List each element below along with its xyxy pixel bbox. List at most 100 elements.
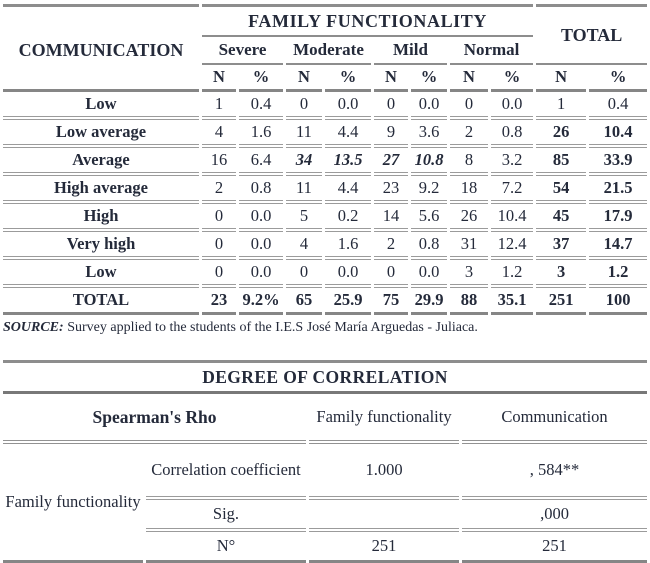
pct-header: %: [239, 65, 283, 92]
row-label: Sig.: [146, 500, 306, 532]
cell: 0.0: [411, 260, 447, 288]
table-row: Sig. ,000: [3, 500, 648, 532]
family-value: [309, 500, 459, 532]
correlation-title: DEGREE OF CORRELATION: [3, 360, 648, 394]
group-header-mild: Mild: [374, 37, 447, 65]
table-row: Low average 4 1.6 11 4.4 9 3.6 2 0.8 26 10.4: [3, 120, 648, 148]
cell: 0.0: [239, 204, 283, 232]
communication-value: ,000: [462, 500, 648, 532]
cell: 0: [202, 204, 236, 232]
cell: 29.9: [411, 288, 447, 315]
cell: 0.0: [491, 92, 534, 120]
row-label: High: [3, 204, 199, 232]
communication-value: , 584**: [462, 444, 648, 500]
cell: 10.4: [589, 120, 648, 148]
cell: 3: [450, 260, 488, 288]
source-text: Survey applied to the students of the I.…: [63, 320, 478, 335]
cell: 45: [536, 204, 587, 232]
cell: 0.8: [411, 232, 447, 260]
cell: 85: [536, 148, 587, 176]
cell: 0.0: [325, 92, 371, 120]
source-prefix: SOURCE:: [3, 320, 64, 335]
pct-header: %: [325, 65, 371, 92]
table-row: Family functionality Correlation coeffic…: [3, 444, 648, 563]
cell: 0: [374, 260, 408, 288]
communication-col-header: Communication: [462, 394, 648, 444]
cell: 6.4: [239, 148, 283, 176]
table-row: Very high 0 0.0 4 1.6 2 0.8 31 12.4 37 14.7: [3, 232, 648, 260]
group-header-moderate: Moderate: [286, 37, 371, 65]
cell: 0: [286, 260, 322, 288]
row-label: Low: [3, 260, 199, 288]
cell: 4.4: [325, 176, 371, 204]
cell: 2: [374, 232, 408, 260]
header-row-3: N % N % N % N % N %: [3, 65, 648, 92]
cell: 14: [374, 204, 408, 232]
cell: 33.9: [589, 148, 648, 176]
cell: 2: [202, 176, 236, 204]
cell: 26: [450, 204, 488, 232]
cell: 27: [374, 148, 408, 176]
cell: 13.5: [325, 148, 371, 176]
cell: 4.4: [325, 120, 371, 148]
table-row: Low 0 0.0 0 0.0 0 0.0 3 1.2 3 1.2: [3, 260, 648, 288]
table-row: TOTAL 23 9.2% 65 25.9 75 29.9 88 35.1 251 100: [3, 288, 648, 315]
pct-header: %: [411, 65, 447, 92]
group-header-normal: Normal: [450, 37, 534, 65]
cell: 88: [450, 288, 488, 315]
cell: 0: [374, 92, 408, 120]
cell: 1: [202, 92, 236, 120]
cell: 5: [286, 204, 322, 232]
cell: 0.2: [325, 204, 371, 232]
total-header: TOTAL: [536, 4, 648, 65]
cell: 0.4: [589, 92, 648, 120]
cell: 8: [450, 148, 488, 176]
cell: 0: [202, 260, 236, 288]
cell: 0.0: [325, 260, 371, 288]
cell: 0.8: [491, 120, 534, 148]
table-row: Low 1 0.4 0 0.0 0 0.0 0 0.0 1 0.4: [3, 92, 648, 120]
cell: 23: [202, 288, 236, 315]
cell: 5.6: [411, 204, 447, 232]
row-label: Average: [3, 148, 199, 176]
table-row: Average 16 6.4 34 13.5 27 10.8 8 3.2 85 33.9: [3, 148, 648, 176]
cell: 75: [374, 288, 408, 315]
cell: 25.9: [325, 288, 371, 315]
pct-header: %: [589, 65, 648, 92]
row-label: Correlation coefficient: [146, 444, 306, 500]
pct-header: %: [491, 65, 534, 92]
cell: 1: [536, 92, 587, 120]
n-header: N: [286, 65, 322, 92]
cell: 0.8: [239, 176, 283, 204]
cell: 4: [286, 232, 322, 260]
table-row: High average 2 0.8 11 4.4 23 9.2 18 7.2 54 21.5: [3, 176, 648, 204]
cell: 9: [374, 120, 408, 148]
source-note: SOURCE: Survey applied to the students o…: [3, 320, 650, 336]
family-value: 251: [309, 532, 459, 563]
communication-table-body: Low 1 0.4 0 0.0 0 0.0 0 0.0 1 0.4 Low average 4 1.6 11…: [3, 92, 648, 315]
family-col-header: Family functionality: [309, 394, 459, 444]
cell: 1.2: [491, 260, 534, 288]
cell: 34: [286, 148, 322, 176]
cell: 14.7: [589, 232, 648, 260]
spearman-header: Spearman's Rho: [3, 394, 306, 444]
group-header-severe: Severe: [202, 37, 283, 65]
cell: 1.6: [239, 120, 283, 148]
cell: 54: [536, 176, 587, 204]
cell: 12.4: [491, 232, 534, 260]
row-label: TOTAL: [3, 288, 199, 315]
cell: 17.9: [589, 204, 648, 232]
correlation-table: DEGREE OF CORRELATION Spearman's Rho Fam…: [0, 360, 650, 563]
table-row: High 0 0.0 5 0.2 14 5.6 26 10.4 45 17.9: [3, 204, 648, 232]
cell: 10.4: [491, 204, 534, 232]
cell: 11: [286, 176, 322, 204]
family-functionality-header: FAMILY FUNCTIONALITY: [202, 4, 534, 37]
cell: 0.0: [411, 92, 447, 120]
cell: 26: [536, 120, 587, 148]
cell: 0: [450, 92, 488, 120]
cell: 0.4: [239, 92, 283, 120]
cell: 9.2: [411, 176, 447, 204]
cell: 0: [286, 92, 322, 120]
cell: 23: [374, 176, 408, 204]
family-value: 1.000: [309, 444, 459, 500]
